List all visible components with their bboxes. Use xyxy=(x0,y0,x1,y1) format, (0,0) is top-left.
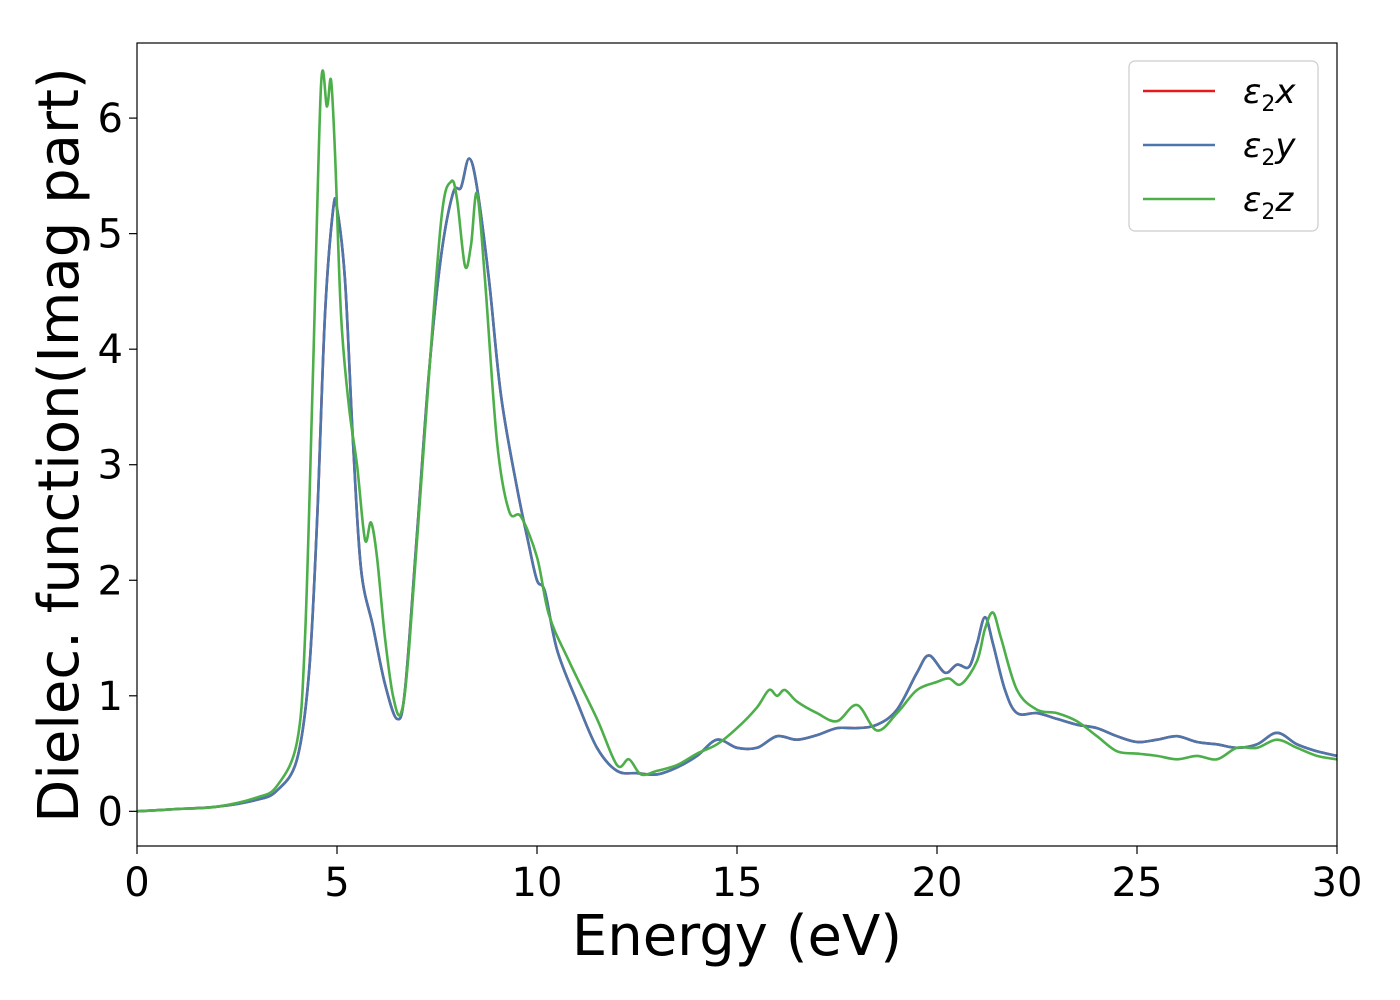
legend-box xyxy=(1128,60,1319,232)
legend: ε2x ε2y ε2z xyxy=(1128,60,1319,232)
y-tick-label: 3 xyxy=(98,443,123,489)
legend-entry: ε2x xyxy=(1243,72,1296,117)
x-tick-label: 25 xyxy=(1112,860,1163,906)
y-tick-label: 0 xyxy=(98,789,123,835)
x-tick-label: 5 xyxy=(324,860,349,906)
series-line-2 xyxy=(136,157,1338,813)
x-axis: 0 5 10 15 20 25 30 xyxy=(124,846,1362,906)
x-tick-label: 20 xyxy=(912,860,963,906)
x-axis-label: Energy (eV) xyxy=(572,904,902,969)
series-layer xyxy=(136,69,1338,813)
x-tick-label: 15 xyxy=(712,860,763,906)
y-tick-label: 4 xyxy=(98,327,123,373)
y-axis: 0 1 2 3 4 5 6 xyxy=(98,96,137,835)
x-tick-label: 10 xyxy=(512,860,563,906)
x-tick-label: 0 xyxy=(124,860,149,906)
y-tick-label: 2 xyxy=(98,558,123,604)
x-tick-label: 30 xyxy=(1312,860,1363,906)
legend-entry: ε2y xyxy=(1243,126,1296,171)
y-axis-label: Dielec. function(Imag part) xyxy=(27,67,92,823)
y-tick-label: 5 xyxy=(98,212,123,258)
series-line-3 xyxy=(136,69,1338,813)
legend-entry: ε2z xyxy=(1243,180,1294,225)
y-tick-label: 6 xyxy=(98,96,123,142)
y-tick-label: 1 xyxy=(98,674,123,720)
